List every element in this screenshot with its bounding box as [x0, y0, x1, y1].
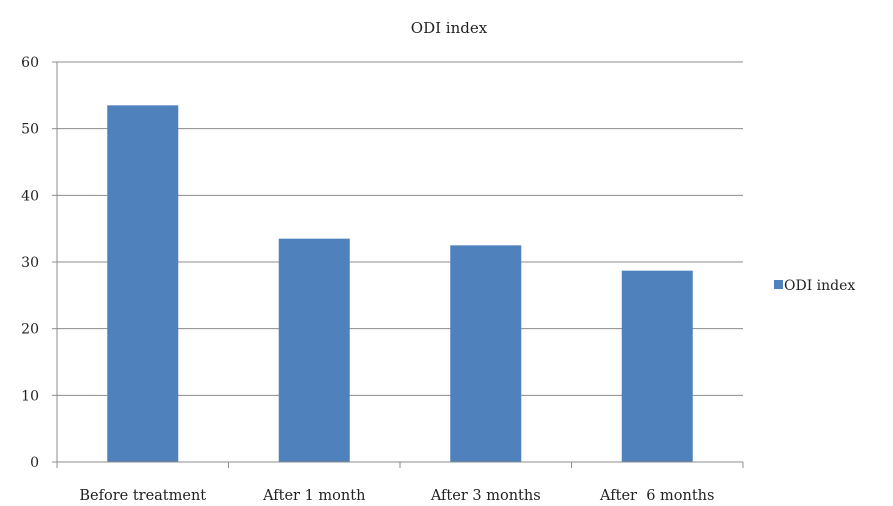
y-tick-label: 10 [21, 388, 39, 404]
bar [278, 238, 350, 462]
x-tick-label: Before treatment [79, 488, 206, 504]
y-tick-label: 30 [21, 255, 39, 271]
y-tick-label: 0 [30, 455, 39, 471]
x-tick-label: After 1 month [262, 488, 365, 504]
bars [107, 105, 693, 462]
bar [621, 270, 693, 462]
y-tick-label: 40 [21, 188, 39, 204]
x-tick-label: After 6 months [599, 488, 714, 504]
y-axis-ticks: 0 10 20 30 40 50 60 [21, 55, 39, 471]
y-tick-label: 20 [21, 322, 39, 338]
axes [52, 61, 744, 468]
bar [450, 245, 522, 462]
x-axis-labels: Before treatment After 1 month After 3 mon… [79, 488, 714, 504]
bar [107, 105, 179, 462]
legend-swatch [774, 280, 783, 289]
y-tick-label: 60 [21, 55, 39, 71]
x-tick-label: After 3 months [430, 488, 541, 504]
y-tick-label: 50 [21, 122, 39, 138]
legend-label: ODI index [784, 278, 855, 294]
legend: ODI index [774, 278, 855, 294]
chart-title: ODI index [411, 19, 488, 37]
